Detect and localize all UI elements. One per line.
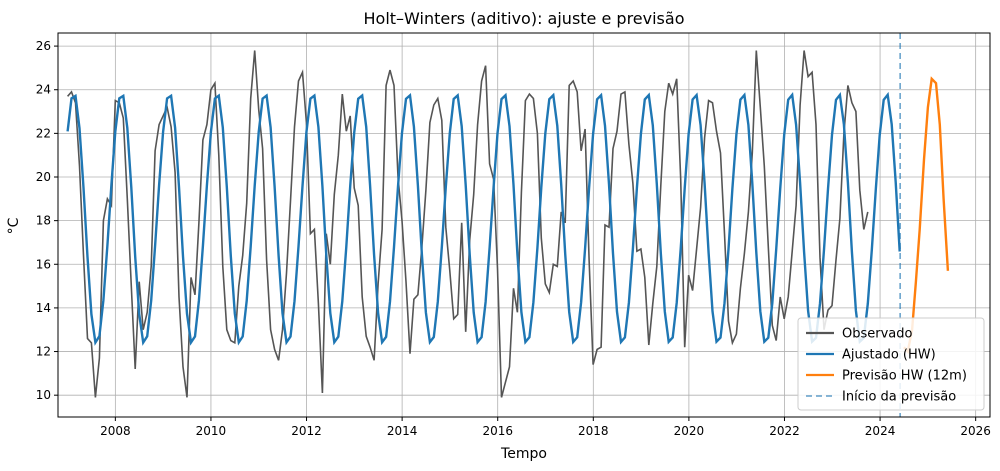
y-tick-label: 20 (36, 170, 51, 184)
axes-frame (57, 32, 991, 418)
legend-label: Início da previsão (842, 390, 956, 405)
y-tick-label: 16 (36, 257, 51, 271)
y-tick-label: 14 (36, 301, 51, 315)
chart-title: Holt–Winters (aditivo): ajuste e previsã… (364, 9, 685, 28)
y-tick-label: 26 (36, 39, 51, 53)
y-tick-label: 18 (36, 214, 51, 228)
x-tick-label: 2024 (865, 424, 896, 438)
legend-label: Previsão HW (12m) (842, 369, 967, 384)
legend-box (797, 317, 985, 411)
legend-label: Ajustado (HW) (842, 348, 936, 363)
legend: Observado Ajustado (HW) Previsão HW (12m) I… (797, 317, 985, 411)
x-tick-label: 2020 (674, 424, 705, 438)
y-tick-label: 24 (36, 83, 51, 97)
x-tick-label: 2026 (960, 424, 991, 438)
x-tick-label: 2016 (482, 424, 513, 438)
y-tick-label: 10 (36, 388, 51, 402)
x-tick-label: 2012 (291, 424, 322, 438)
x-tick-label: 2018 (578, 424, 609, 438)
x-tick-label: 2014 (387, 424, 418, 438)
series-previsao-line (903, 76, 950, 355)
x-axis-label: Tempo (500, 446, 547, 462)
x-tick-label: 2022 (769, 424, 800, 438)
legend-label: Observado (842, 327, 913, 342)
y-axis-label: °C (6, 217, 22, 234)
x-axis: 2008 2010 2012 2014 2016 2018 2020 2022 2024 2026 (100, 417, 991, 438)
y-axis: 10 12 14 16 18 20 22 24 26 (36, 39, 58, 402)
x-tick-label: 2008 (100, 424, 131, 438)
x-tick-label: 2010 (196, 424, 227, 438)
y-tick-label: 22 (36, 126, 51, 140)
series-observado-line (67, 50, 869, 398)
y-tick-label: 12 (36, 345, 51, 359)
series-ajustado-line (66, 91, 901, 346)
